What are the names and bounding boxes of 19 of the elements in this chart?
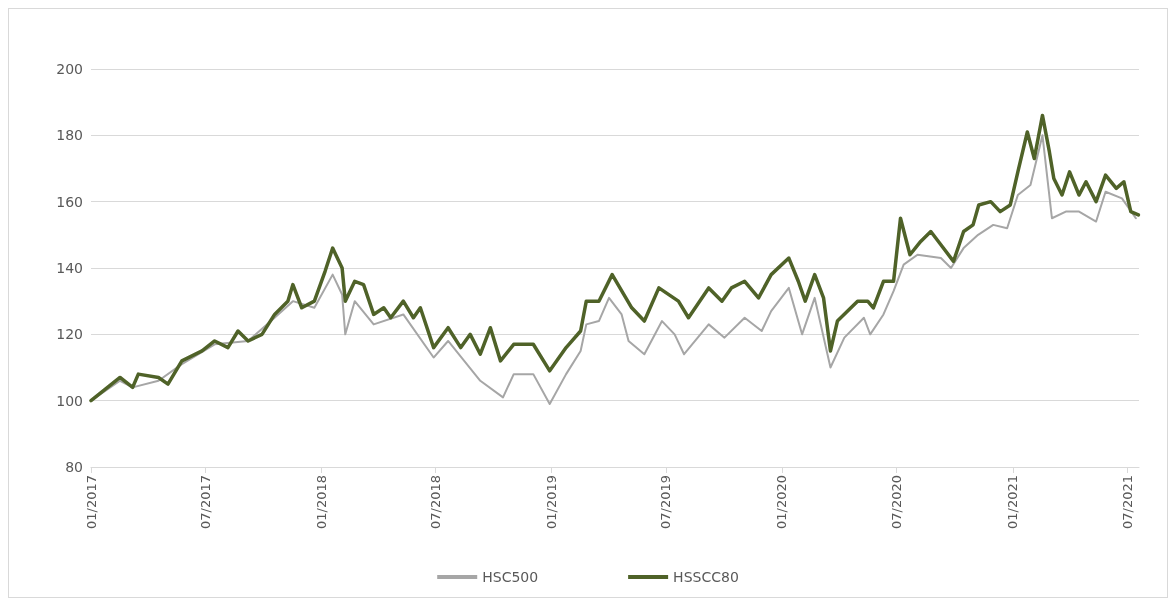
x-tick-label: 01/2017 [83, 475, 99, 530]
x-tick-label: 07/2017 [197, 475, 213, 530]
y-tick-label: 100 [56, 392, 83, 409]
x-tick-label: 01/2021 [1005, 475, 1021, 530]
y-tick-label: 140 [56, 260, 83, 276]
y-tick-label: 160 [56, 193, 83, 210]
y-tick-label: 80 [65, 459, 83, 475]
y-tick-label: 120 [56, 326, 83, 343]
y-tick-label: 180 [56, 127, 83, 144]
x-tick-label: 07/2018 [428, 475, 443, 530]
legend-label: HSC500 [482, 569, 539, 585]
y-tick-label: 200 [56, 61, 83, 77]
x-tick-label: 07/2021 [1119, 475, 1135, 530]
legend-label: HSSCC80 [673, 569, 739, 585]
x-tick-label: 01/2018 [313, 475, 329, 530]
x-tick-label: 01/2019 [544, 475, 560, 530]
x-tick-label: 07/2019 [658, 475, 674, 530]
x-tick-label: 07/2020 [889, 475, 905, 530]
x-tick-label: 01/2020 [774, 475, 790, 530]
